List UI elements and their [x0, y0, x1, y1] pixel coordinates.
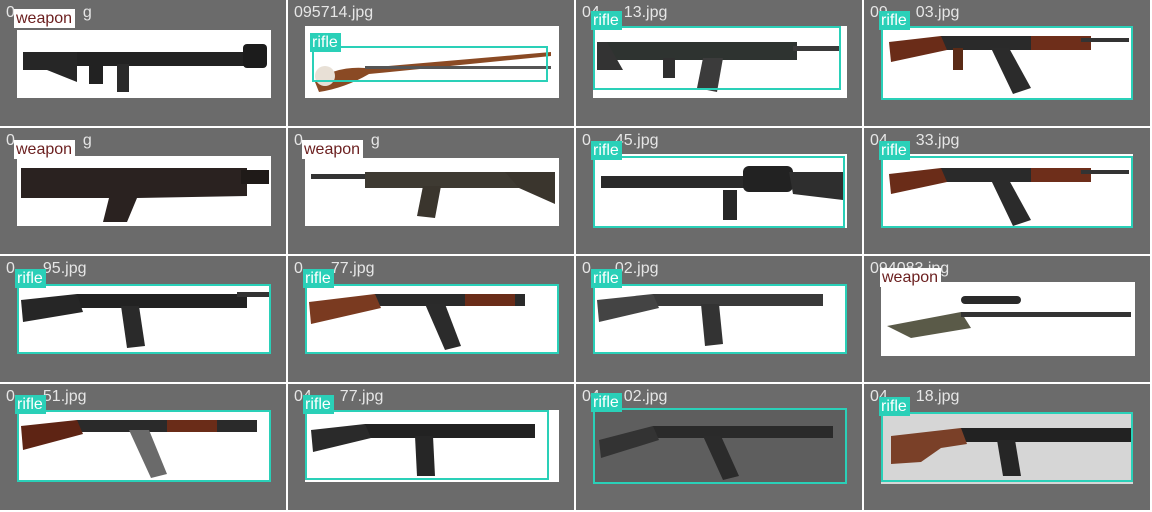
rifle-bounding-box [881, 412, 1133, 482]
image-tile[interactable]: 0418.jpg rifle [864, 384, 1150, 510]
class-label-weapon: weapon [880, 268, 942, 287]
image-tile[interactable]: 0 77.jpg rifle [288, 256, 574, 382]
class-label-weapon: weapon [14, 140, 76, 159]
class-label-weapon: weapon [14, 9, 76, 28]
gun-photo [881, 154, 1133, 228]
class-label-weapon: weapon [302, 140, 364, 159]
class-label-rifle: rifle [591, 11, 622, 30]
gun-photo [881, 282, 1135, 356]
image-tile[interactable]: 0477.jpg rifle [288, 384, 574, 510]
gun-photo [881, 412, 1133, 484]
class-label-rifle: rifle [303, 395, 334, 414]
class-label-rifle: rifle [879, 11, 910, 30]
rifle-bounding-box [593, 26, 841, 90]
gun-photo [593, 410, 847, 484]
rifle-bounding-box [17, 410, 271, 482]
rifle-bounding-box [593, 408, 847, 484]
gun-photo [881, 26, 1133, 100]
gun-photo [17, 410, 271, 482]
rifle-bounding-box [312, 46, 548, 82]
rifle-bounding-box [593, 156, 845, 228]
gun-photo [305, 284, 559, 354]
class-label-rifle: rifle [879, 397, 910, 416]
filename-label: 0 77.jpg [294, 260, 375, 277]
image-tile[interactable]: 0903.jpg rifle [864, 0, 1150, 126]
gun-photo [17, 286, 271, 354]
class-label-rifle: rifle [879, 141, 910, 160]
gun-photo [593, 284, 847, 354]
gun-photo [305, 410, 559, 482]
class-label-rifle: rifle [591, 393, 622, 412]
rifle-bounding-box [305, 284, 559, 354]
gun-photo [305, 26, 559, 98]
rifle-bounding-box [881, 26, 1133, 100]
rifle-bounding-box [17, 284, 271, 354]
rifle-bounding-box [593, 284, 847, 354]
image-tile[interactable]: 0433.jpg rifle [864, 128, 1150, 254]
image-tile[interactable]: 094083.jpg weapon [864, 256, 1150, 382]
gun-photo [593, 26, 847, 98]
image-tile[interactable]: 0413.jpg rifle [576, 0, 862, 126]
gun-photo [17, 30, 271, 98]
image-tile[interactable]: 0 95.jpg rifle [0, 256, 286, 382]
filename-label: 0 95.jpg [6, 260, 87, 277]
class-label-rifle: rifle [591, 269, 622, 288]
rifle-bounding-box [881, 156, 1133, 228]
image-tile[interactable]: 0402.jpg rifle [576, 384, 862, 510]
class-label-rifle: rifle [303, 269, 334, 288]
filename-label: 0 02.jpg [582, 260, 659, 277]
class-label-rifle: rifle [591, 141, 622, 160]
class-label-rifle: rifle [15, 395, 46, 414]
filename-label: 0 51.jpg [6, 388, 87, 405]
image-tile[interactable]: 0 51.jpg rifle [0, 384, 286, 510]
class-label-rifle: rifle [310, 33, 341, 52]
rifle-bounding-box [305, 410, 549, 480]
filename-label: 095714.jpg [294, 4, 374, 21]
image-tile[interactable]: 0 45.jpg rifle [576, 128, 862, 254]
image-tile[interactable]: 095714.jpg rifle [288, 0, 574, 126]
image-tile[interactable]: 0 02.jpg rifle [576, 256, 862, 382]
filename-label: 0433.jpg [870, 132, 960, 149]
filename-label: 0 45.jpg [582, 132, 659, 149]
gun-photo [305, 158, 559, 226]
gun-photo [593, 154, 847, 228]
gun-photo [17, 156, 271, 226]
class-label-rifle: rifle [15, 269, 46, 288]
